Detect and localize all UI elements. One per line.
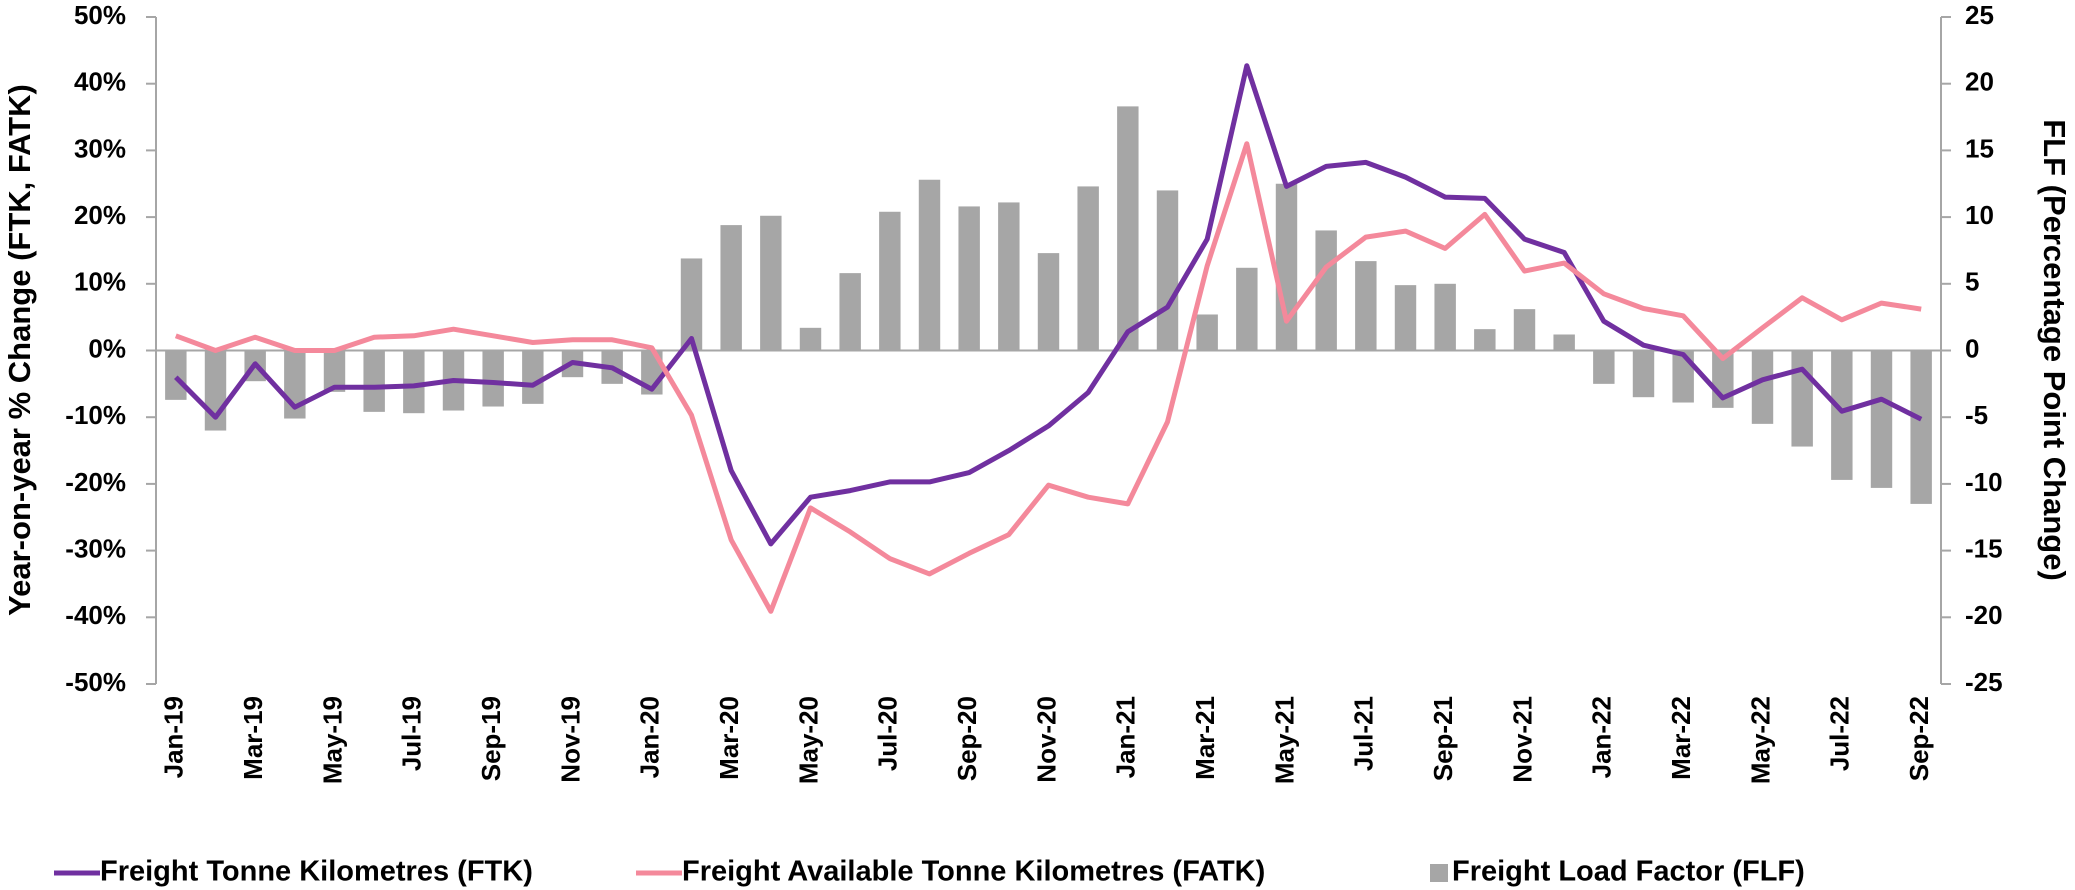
bar xyxy=(1553,334,1575,351)
legend-label: Freight Tonne Kilometres (FTK) xyxy=(100,856,533,888)
x-tick-label: Jul-21 xyxy=(1349,696,1379,771)
bar xyxy=(165,350,187,400)
bar xyxy=(323,350,346,392)
bar xyxy=(522,350,544,404)
bar xyxy=(1474,329,1496,351)
bar xyxy=(1077,186,1099,351)
bar xyxy=(1751,350,1774,424)
y-tick-label: -50% xyxy=(65,667,126,697)
y2-tick-label: -25 xyxy=(1965,667,2003,697)
x-tick-label: Jan-22 xyxy=(1587,696,1617,778)
bar xyxy=(1870,350,1893,488)
bar xyxy=(1275,183,1298,351)
y2-tick-label: 15 xyxy=(1965,133,1994,163)
x-tick-label: Sep-21 xyxy=(1428,696,1458,781)
bar xyxy=(1513,309,1536,351)
x-tick-label: Sep-22 xyxy=(1904,696,1934,781)
x-tick-label: May-21 xyxy=(1269,696,1299,784)
x-tick-label: Nov-21 xyxy=(1507,696,1537,783)
bar xyxy=(839,273,861,351)
x-tick-label: Jul-19 xyxy=(397,696,427,771)
x-tick-label: Jan-21 xyxy=(1111,696,1141,778)
y-tick-label: 50% xyxy=(74,0,126,30)
y2-axis-title: FLF (Percentage Point Change) xyxy=(2037,119,2072,581)
bar xyxy=(1632,350,1655,398)
x-tick-label: May-22 xyxy=(1745,696,1775,784)
y-tick-label: -30% xyxy=(65,533,126,563)
y-tick-label: 20% xyxy=(74,200,126,230)
x-tick-label: Nov-20 xyxy=(1031,696,1061,783)
line xyxy=(174,63,1923,547)
x-tick-label: Sep-19 xyxy=(476,696,506,781)
x-tick-label: May-20 xyxy=(793,696,823,784)
bar xyxy=(1791,350,1813,447)
bar xyxy=(1037,253,1060,351)
bar xyxy=(1196,314,1218,351)
y2-tick-label: 0 xyxy=(1965,333,1979,363)
y-tick-label: -40% xyxy=(65,600,126,630)
bar xyxy=(1831,350,1853,480)
bar xyxy=(1910,350,1932,504)
bar xyxy=(680,258,703,351)
y2-tick-label: -20 xyxy=(1965,600,2003,630)
y-tick-label: 0% xyxy=(88,333,126,363)
y2-tick-label: -5 xyxy=(1965,400,1988,430)
x-tick-label: Mar-20 xyxy=(714,696,744,780)
y-tick-label: -20% xyxy=(65,467,126,497)
bar xyxy=(403,350,425,414)
bar xyxy=(799,327,822,351)
bar xyxy=(1355,261,1377,351)
bar xyxy=(1117,106,1139,351)
bar xyxy=(918,179,941,351)
bar xyxy=(1156,190,1179,351)
y2-tick-label: 25 xyxy=(1965,0,1994,30)
y2-tick-label: -15 xyxy=(1965,533,2003,563)
bar xyxy=(1593,350,1615,384)
x-tick-label: Mar-19 xyxy=(238,696,268,780)
x-tick-label: Jan-20 xyxy=(635,696,665,778)
bar xyxy=(720,225,742,351)
legend-label: Freight Load Factor (FLF) xyxy=(1452,856,1805,888)
line xyxy=(174,141,1922,614)
x-tick-label: Nov-19 xyxy=(555,696,585,783)
bar xyxy=(1434,283,1456,351)
x-tick-label: May-19 xyxy=(317,696,347,784)
y2-tick-label: 5 xyxy=(1965,267,1979,297)
bar xyxy=(760,215,782,351)
legend-swatch xyxy=(1430,864,1448,882)
bar xyxy=(363,350,385,412)
y-axis-title: Year-on-year % Change (FTK, FATK) xyxy=(2,84,37,616)
bar xyxy=(879,211,901,351)
legend-label: Freight Available Tonne Kilometres (FATK… xyxy=(682,856,1265,888)
bar xyxy=(482,350,504,407)
y-tick-label: 30% xyxy=(74,133,126,163)
bar xyxy=(998,202,1020,351)
x-tick-label: Jul-22 xyxy=(1825,696,1855,771)
y-tick-label: -10% xyxy=(65,400,126,430)
bar xyxy=(1236,267,1258,351)
y-tick-label: 40% xyxy=(74,67,126,97)
x-tick-label: Jul-20 xyxy=(873,696,903,771)
x-tick-label: Mar-22 xyxy=(1666,696,1696,780)
x-tick-label: Jan-19 xyxy=(159,696,189,778)
x-tick-label: Mar-21 xyxy=(1190,696,1220,780)
y2-tick-label: -10 xyxy=(1965,467,2003,497)
bar xyxy=(1315,230,1337,351)
bar xyxy=(1394,285,1417,351)
bar xyxy=(958,206,980,351)
y-tick-label: 10% xyxy=(74,267,126,297)
bar xyxy=(1672,350,1694,403)
y2-tick-label: 10 xyxy=(1965,200,1994,230)
x-tick-label: Sep-20 xyxy=(952,696,982,781)
y2-tick-label: 20 xyxy=(1965,67,1994,97)
